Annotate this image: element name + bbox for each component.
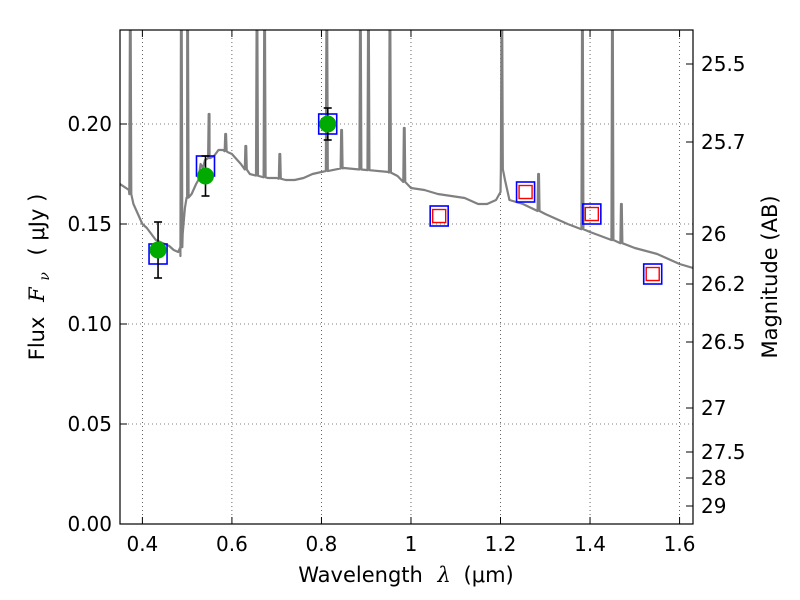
y-tick-label: 0.05 <box>67 412 112 436</box>
y-ticks: 0.00 0.05 0.10 0.15 0.20 <box>67 112 127 536</box>
model-square-marker <box>642 263 663 285</box>
y2-axis-label: Magnitude (AB) <box>758 195 782 358</box>
y-axis-label-symbol: F <box>25 286 49 303</box>
x-tick-label: 1.4 <box>574 532 606 556</box>
spectrum-line <box>120 30 693 270</box>
predicted-inner-square-marker <box>584 206 600 222</box>
mag-tick-label: 25.5 <box>701 52 746 76</box>
x-tick-label: 0.6 <box>216 532 248 556</box>
x-axis-label-symbol: λ <box>437 563 451 587</box>
mag-tick-label: 28 <box>701 466 726 490</box>
y-axis-label-subscript: ν <box>37 272 53 281</box>
y-tick-label: 0.15 <box>67 212 112 236</box>
y-tick-label: 0.00 <box>67 512 112 536</box>
predicted-inner-square-marker <box>518 184 533 200</box>
plot-frame <box>119 29 694 525</box>
x-axis-label-unit: (μm) <box>464 563 514 587</box>
x-tick-label: 0.8 <box>306 532 338 556</box>
x-tick-label: 1.6 <box>664 532 696 556</box>
mag-ticks: 25.5 25.7 26 26.2 26.5 27 27.528 29 <box>686 52 746 518</box>
mag-tick-label: 25.7 <box>701 130 746 154</box>
y-tick-label: 0.10 <box>67 312 112 336</box>
mag-tick-label: 26.5 <box>701 330 746 354</box>
mag-tick-label: 29 <box>701 494 726 518</box>
x-axis-label-text: Wavelength <box>298 563 423 587</box>
x-tick-label: 0.4 <box>126 532 158 556</box>
x-axis-label: Wavelength λ (μm) <box>298 563 513 587</box>
mag-tick-label: 27 <box>701 396 726 420</box>
spectrum-layer <box>120 30 693 270</box>
mag-tick-label: 26 <box>701 222 726 246</box>
x-tick-label: 1 <box>405 532 418 556</box>
x-tick-label: 1.2 <box>485 532 517 556</box>
mag-tick-label: 26.2 <box>701 272 746 296</box>
y-axis-label-unit: ( μJy ) <box>25 194 49 256</box>
predicted-inner-square-marker <box>645 266 660 282</box>
grid-layer <box>120 30 693 525</box>
y-axis-label: Flux F ν ( μJy ) <box>25 194 54 361</box>
model-square-marker <box>515 181 536 203</box>
y-axis-label-text: Flux <box>25 317 49 361</box>
mag-tick-label: 27.5 <box>701 440 746 464</box>
observed-point <box>149 241 167 259</box>
model-square-marker <box>582 203 602 225</box>
observed-point <box>319 115 337 133</box>
points-layer <box>148 107 663 285</box>
model-square-marker <box>429 205 449 227</box>
observed-point <box>197 167 215 185</box>
x-ticks: 0.4 0.6 0.8 1 1.2 1.4 1.6 <box>126 30 695 556</box>
predicted-inner-square-marker <box>431 208 447 224</box>
y-tick-label: 0.20 <box>67 112 112 136</box>
